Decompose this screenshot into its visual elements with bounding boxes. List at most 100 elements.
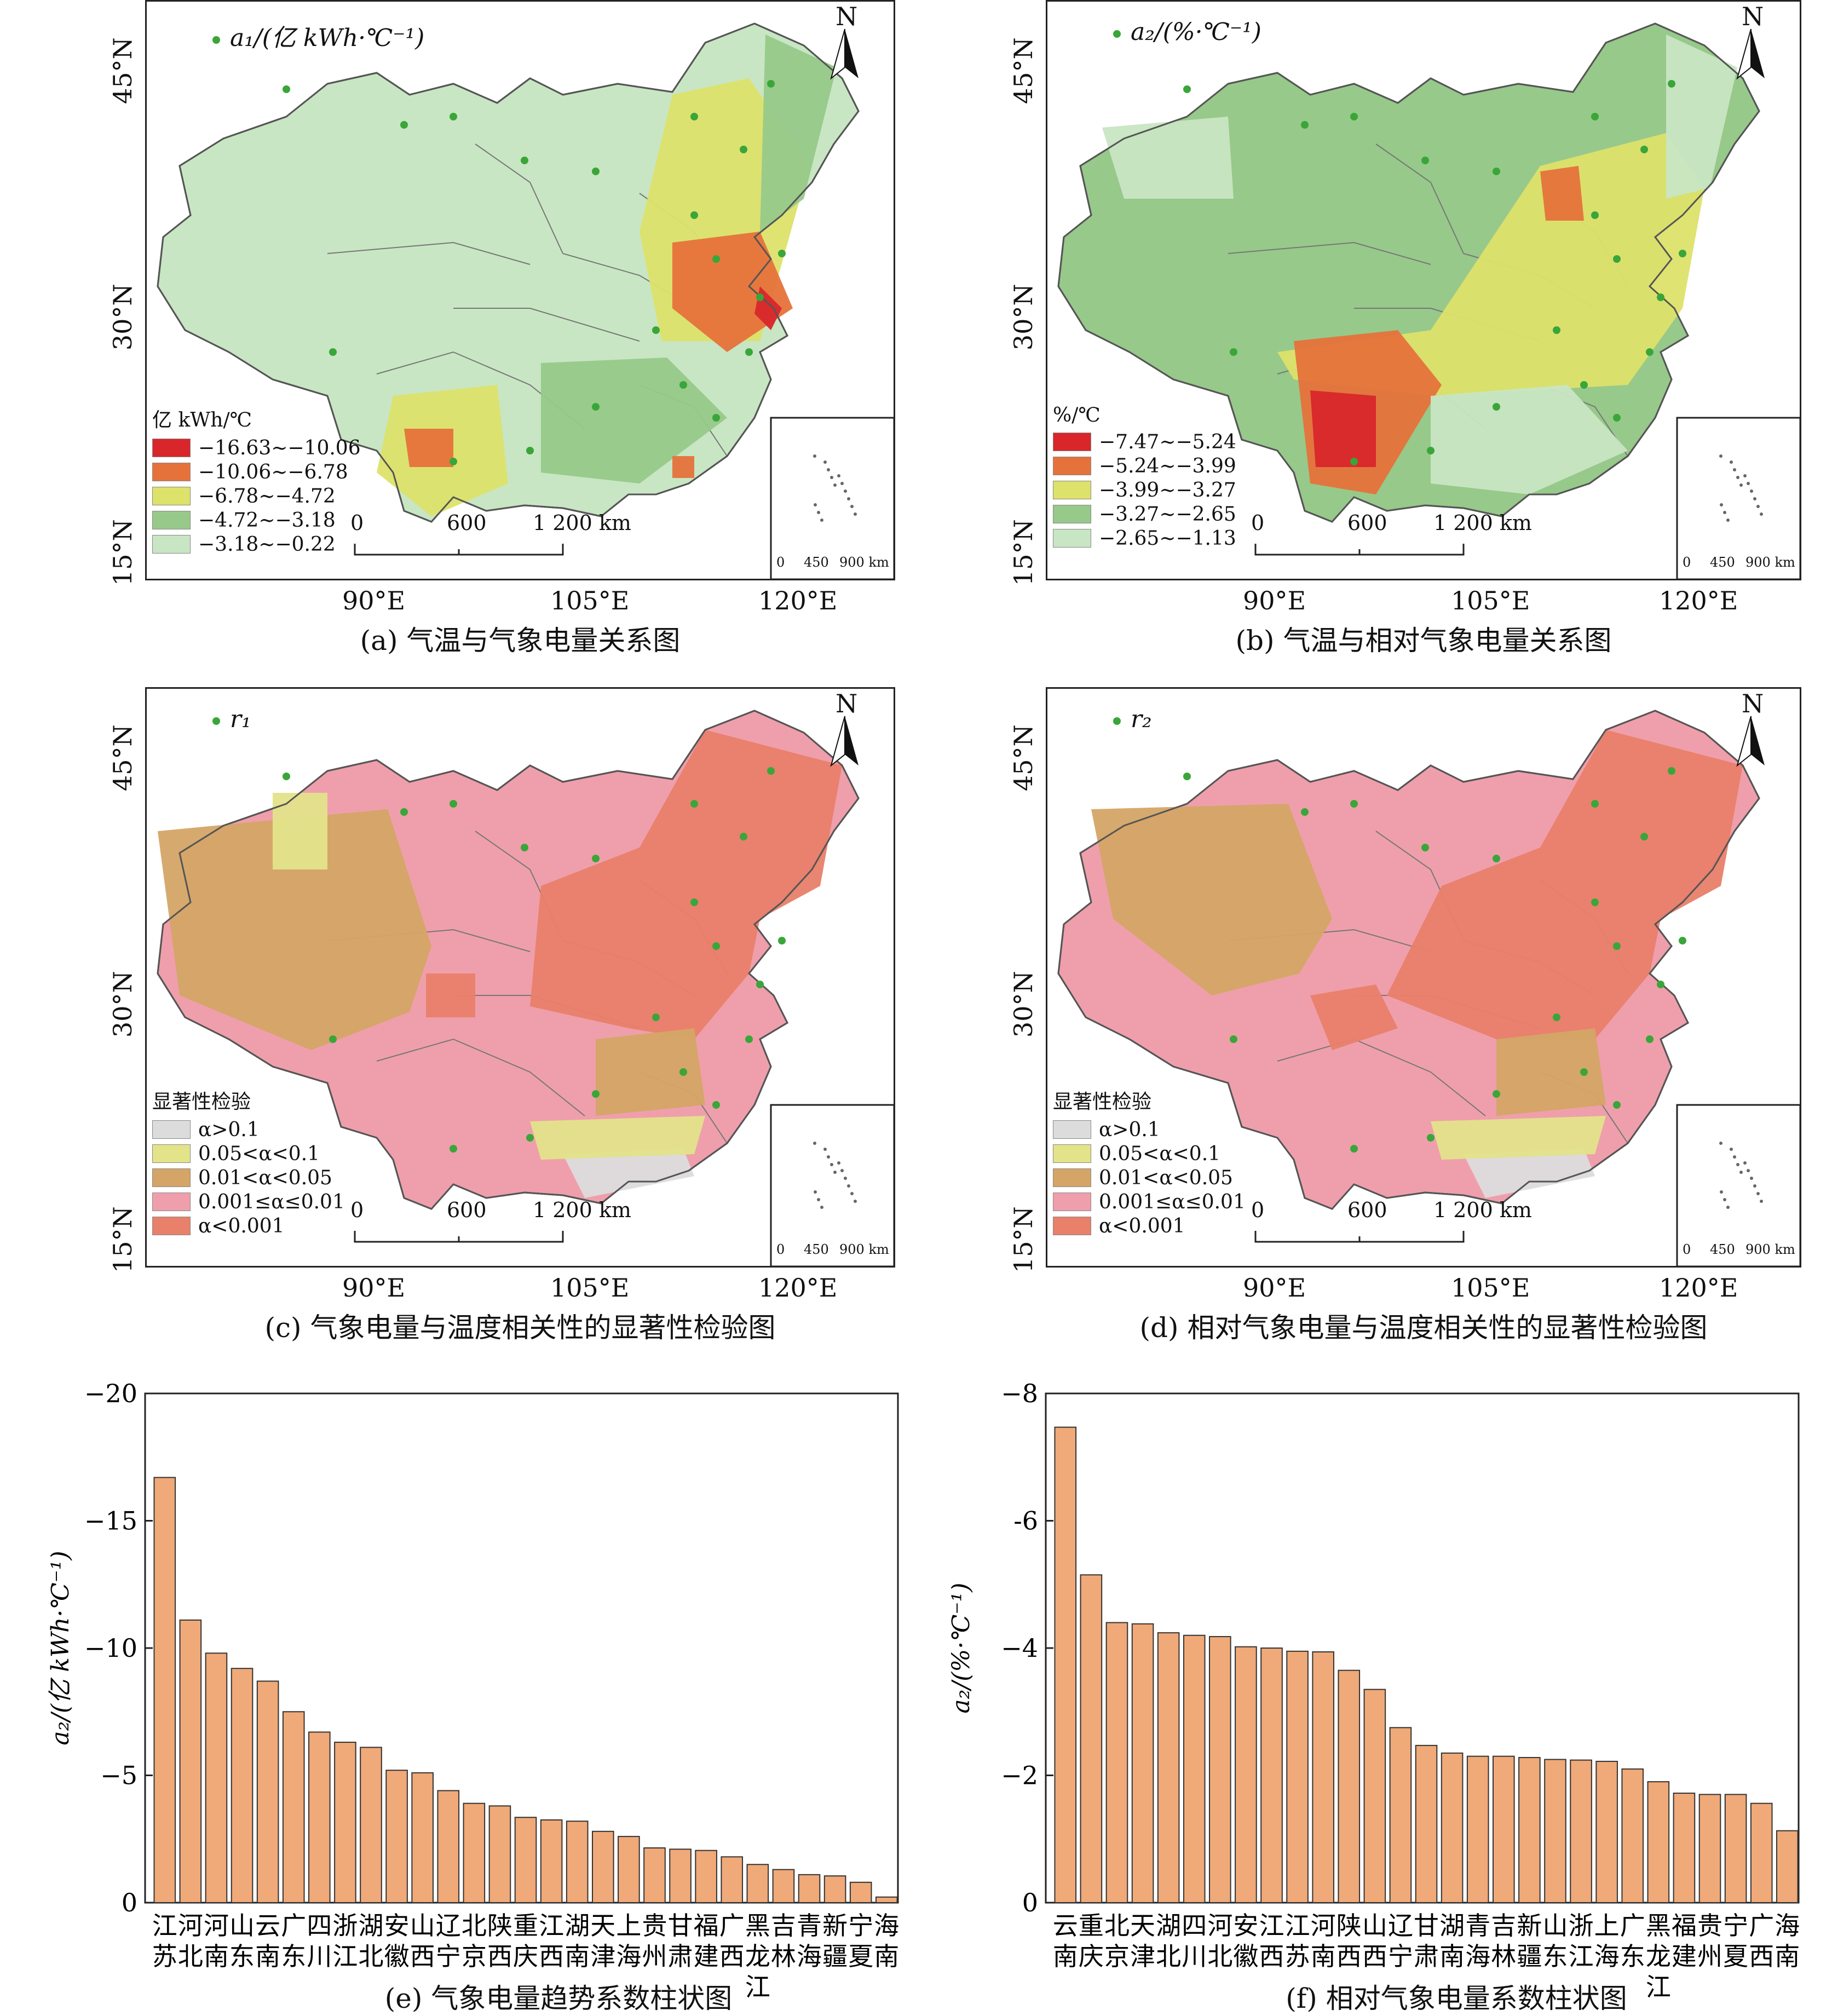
x-category-label: 南 [255,1942,280,1971]
x-category-label: 上 [1594,1911,1620,1940]
longitude-tick: 105°E [550,586,630,615]
x-category-label: 河 [1207,1911,1232,1940]
x-category-label: 海 [616,1942,641,1971]
map-c-north-label: N [836,689,858,718]
legend-label: −3.18~−0.22 [198,533,336,556]
legend-swatch [152,1168,191,1187]
longitude-tick: 105°E [1451,1273,1530,1303]
bar [1518,1756,1541,1903]
legend-label: α>0.1 [198,1118,260,1141]
x-category-label: 西 [1749,1942,1774,1971]
value-zone [1310,984,1398,1050]
station-dot [740,833,747,840]
station-dot [712,255,720,263]
inset-scale-label: 450 [804,1242,829,1257]
x-category-label: 天 [1130,1911,1155,1940]
station-dot [1679,937,1686,944]
bar [411,1772,434,1904]
bar [1492,1755,1515,1903]
legend-label: −3.27~−2.65 [1099,503,1236,526]
scale-bar-label: 600 [1347,511,1387,535]
station-dot [767,767,775,775]
x-category-label: 庆 [513,1942,538,1971]
legend-item: −4.72~−3.18 [152,508,361,532]
scale-bar-label: 600 [447,511,487,535]
x-category-label: 宁 [848,1911,873,1940]
x-category-label: 南 [1775,1942,1800,1971]
y-tick-label: 0 [1022,1888,1038,1917]
station-dot [450,458,457,465]
legend-swatch [1053,433,1091,451]
y-tick-label: −15 [84,1506,137,1536]
bar [488,1805,511,1904]
legend-label: −16.63~−10.06 [198,436,361,459]
legend-swatch [1053,1193,1091,1211]
value-zone [596,1028,705,1116]
x-category-label: 南 [1053,1942,1078,1971]
x-category-label: 浙 [332,1911,358,1940]
x-category-label: 陕 [487,1911,512,1940]
legend-label: 0.01<α<0.05 [1099,1166,1233,1189]
bar [721,1856,744,1904]
x-category-label: 苏 [152,1942,177,1971]
map-a-north-label: N [836,2,858,31]
value-zone [1666,34,1737,199]
value-zone [530,1116,705,1160]
legend-label: −7.47~−5.24 [1099,430,1236,453]
legend-label: −10.06~−6.78 [198,460,348,483]
y-tick-label: −8 [1001,1379,1038,1408]
legend-swatch [1053,1217,1091,1235]
value-zone [1464,1149,1595,1198]
north-arrow-icon [1751,716,1765,765]
x-category-label: 州 [642,1942,667,1971]
x-category-label: 津 [1130,1942,1155,1971]
y-tick-label: −10 [84,1633,137,1663]
y-tick-label: -6 [1013,1506,1038,1536]
value-zone [1431,1116,1606,1160]
map-c-svg [157,710,894,1266]
map-b-caption: (b) 气温与相对气象电量关系图 [1235,625,1612,656]
x-category-label: 川 [1182,1942,1207,1971]
map-d-north-label: N [1742,689,1764,718]
legend-swatch [1053,457,1091,475]
bar [566,1821,589,1903]
legend-swatch [152,439,191,457]
x-category-label: 西 [487,1942,512,1971]
station-dot [1350,113,1358,120]
x-category-label: 陕 [1336,1911,1362,1940]
plot-area [1045,1392,1800,1904]
x-category-label: 肃 [668,1942,693,1971]
legend-label: 0.001≤α≤0.01 [198,1190,345,1213]
station-legend-dot [1113,30,1121,38]
bar [1673,1793,1696,1904]
map-a-variable-title: a₁/(亿 kWh·℃⁻¹) [212,18,424,53]
station-dot [1580,1068,1588,1076]
longitude-tick: 90°E [342,1273,406,1303]
legend-item: −10.06~−6.78 [152,460,361,484]
station-legend-dot [212,717,220,725]
scale-bar [1254,544,1465,556]
chart-f-caption: (f) 相对气象电量系数柱状图 [1286,1983,1627,2014]
bar [1080,1574,1103,1903]
value-zone [1102,117,1234,199]
x-category-label: 山 [229,1911,255,1940]
x-category-label: 吉 [1491,1911,1516,1940]
station-dot [745,1035,753,1043]
province-border [376,1038,585,1116]
value-zone [1310,390,1376,467]
value-zone [672,456,694,478]
x-category-label: 河 [204,1911,229,1940]
x-category-label: 津 [590,1942,615,1971]
x-category-label: 广 [1620,1911,1645,1940]
bar [1260,1648,1283,1903]
bar [1570,1759,1592,1904]
station-dot [690,800,698,808]
map-b-legend: %/℃ −7.47~−5.24 −5.24~−3.99 −3.99~−3.27 −3.2… [1053,404,1236,550]
bar [308,1731,331,1903]
x-category-label: 湖 [359,1911,384,1940]
legend-label: −4.72~−3.18 [198,509,336,532]
x-category-label: 北 [1207,1942,1232,1971]
x-category-label: 海 [1775,1911,1800,1940]
station-legend-dot [1113,717,1121,725]
station-dot [1580,381,1588,389]
